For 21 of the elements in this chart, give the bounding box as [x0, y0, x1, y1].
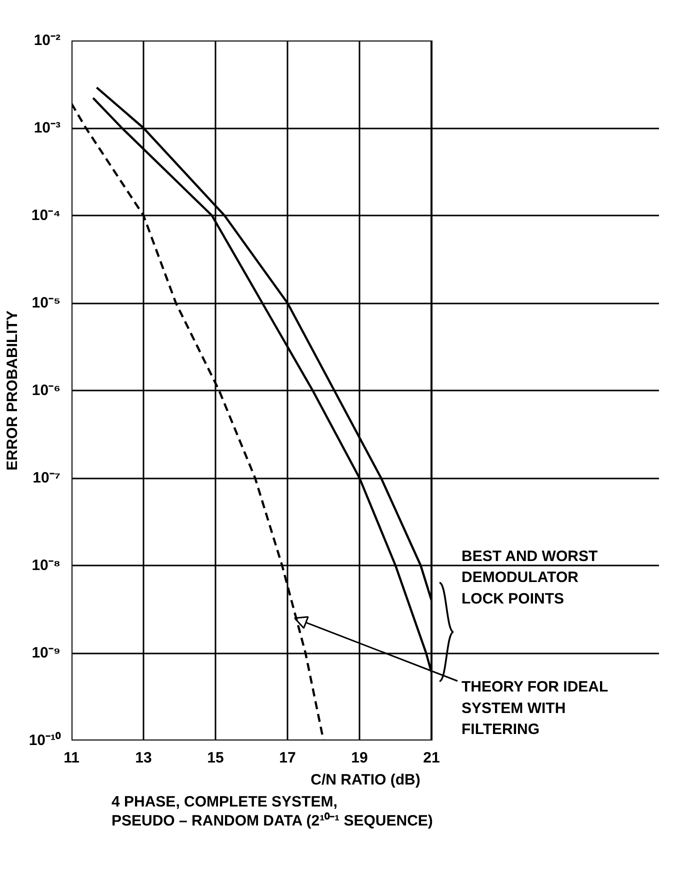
x-tick-label: 17: [279, 750, 296, 766]
y-tick-label: 10⁻⁷: [32, 470, 60, 486]
y-tick-label: 10⁻⁵: [32, 294, 61, 312]
y-tick-label: 10⁻⁹: [32, 644, 61, 662]
x-tick-label: 13: [135, 750, 152, 766]
y-tick-label: 10⁻¹⁰: [28, 731, 62, 749]
x-tick-label: 11: [64, 750, 80, 766]
text: BEST AND WORST DEMODULATOR LOCK POINTS: [462, 548, 598, 608]
text: 4 PHASE, COMPLETE SYSTEM,: [112, 794, 338, 810]
y-tick-label: 10⁻²: [34, 32, 61, 49]
annotation: THEORY FOR IDEAL SYSTEM WITH FILTERING: [462, 678, 608, 738]
x-tick-label: 21: [423, 750, 440, 766]
y-axis-title: ERROR PROBABILITY: [4, 310, 21, 470]
x-tick-label: 19: [351, 750, 368, 766]
x-axis-title: C/N RATIO (dB): [310, 772, 420, 788]
y-tick-label: 10⁻⁶: [32, 382, 60, 399]
y-tick-label: 10⁻³: [34, 120, 61, 136]
y-tick-label: 10⁻⁴: [31, 207, 61, 224]
text: PSEUDO – RANDOM DATA (2¹⁰⁻¹ SEQUENCE): [112, 812, 433, 830]
x-tick-label: 15: [207, 750, 224, 766]
y-tick-label: 10⁻⁸: [32, 557, 61, 574]
